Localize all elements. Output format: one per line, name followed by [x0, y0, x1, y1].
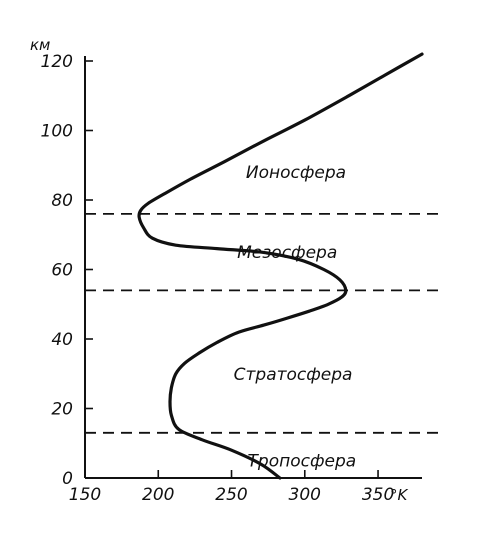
- x-tick-label: 150: [69, 485, 101, 505]
- y-tick-label: 120: [41, 52, 73, 72]
- x-tick-label: 200: [142, 485, 174, 505]
- layer-boundaries: [85, 212, 440, 434]
- y-axis-unit-label: км: [30, 36, 50, 54]
- y-tick-label: 40: [51, 330, 73, 350]
- x-axis-unit-label: °K: [390, 486, 409, 504]
- y-tick-label: 0: [62, 469, 73, 489]
- y-tick-label: 80: [51, 191, 73, 211]
- axes: [84, 56, 422, 479]
- layer-name-label: Ионосфера: [246, 163, 346, 183]
- layer-name-label: Тропосфера: [248, 452, 357, 472]
- x-tick-label: 350: [362, 485, 394, 505]
- y-tick-label: 60: [51, 261, 73, 281]
- temperature-curve: [137, 52, 424, 480]
- y-tick-label: 100: [41, 122, 73, 142]
- y-ticks: 0 20 40 60 80 100 120: [41, 52, 93, 489]
- layer-name-label: Мезосфера: [237, 243, 337, 263]
- x-tick-label: 250: [215, 485, 247, 505]
- y-tick-label: 20: [51, 400, 73, 420]
- x-tick-label: 300: [289, 485, 321, 505]
- layer-name-label: Стратосфера: [234, 365, 353, 385]
- x-ticks: 150 200 250 300 350: [69, 470, 394, 505]
- layer-labels: Тропосфера Стратосфера Мезосфера Ионосфера: [234, 163, 357, 471]
